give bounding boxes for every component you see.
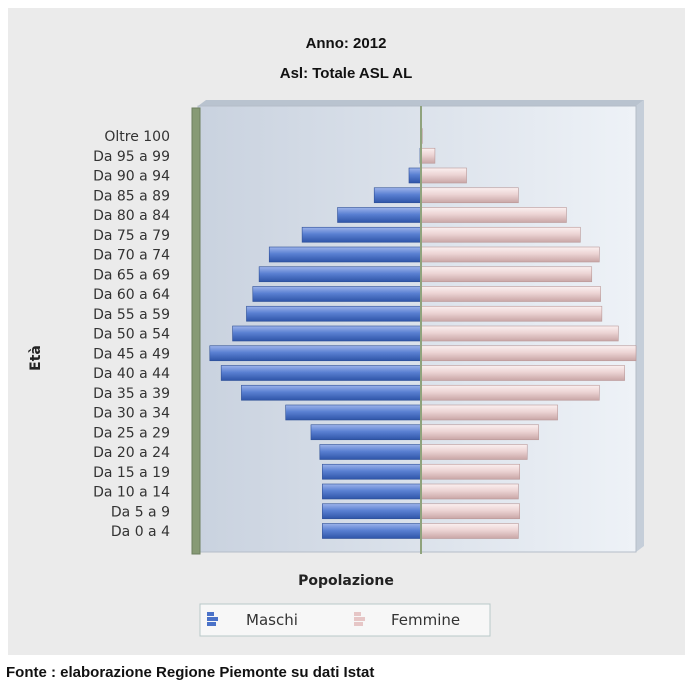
y-tick-label: Da 50 a 54 — [93, 327, 170, 343]
y-tick-label: Da 15 a 19 — [93, 465, 170, 481]
y-tick-label: Da 95 a 99 — [93, 149, 170, 165]
y-axis-title: Età — [28, 345, 44, 371]
x-axis-title: Popolazione — [298, 573, 394, 589]
bar-maschi-da-10-a-14 — [322, 483, 422, 500]
legend-maschi-icon — [207, 612, 218, 626]
y-tick-label: Da 70 a 74 — [93, 248, 170, 264]
bar-femmine-da-20-a-24 — [420, 444, 528, 460]
plot-left-wall — [191, 107, 201, 555]
bar-femmine-da-5-a-9 — [420, 503, 520, 520]
y-tick-labels: Da 0 a 4 Da 5 a 9 Da 10 a 14 Da 15 a 19 Da 2… — [93, 129, 170, 540]
y-tick-label: Da 30 a 34 — [93, 406, 170, 422]
bar-maschi-da-0-a-4 — [322, 523, 422, 539]
y-tick-label: Da 25 a 29 — [93, 425, 170, 441]
plot-top-edge — [198, 100, 644, 106]
bar-maschi-da-70-a-74 — [268, 246, 422, 263]
bar-maschi-da-20-a-24 — [319, 444, 422, 460]
bar-maschi-da-85-a-89 — [373, 187, 422, 204]
y-tick-label: Da 20 a 24 — [93, 445, 170, 461]
bar-maschi-da-50-a-54 — [232, 325, 422, 342]
legend-box — [199, 603, 491, 637]
bar-femmine-da-95-a-99 — [420, 147, 436, 164]
bar-maschi-da-80-a-84 — [337, 207, 422, 223]
legend-femmine-label: Femmine — [391, 611, 460, 629]
bar-femmine-da-80-a-84 — [420, 207, 567, 223]
bars-group — [209, 128, 637, 539]
y-tick-label: Da 55 a 59 — [93, 307, 170, 323]
bar-femmine-da-85-a-89 — [420, 187, 519, 204]
population-pyramid-chart: Anno: 2012 Asl: Totale ASL AL Da 0 a 4Da… — [28, 35, 644, 637]
bar-maschi-da-60-a-64 — [252, 286, 422, 302]
bar-femmine-da-25-a-29 — [420, 424, 539, 441]
bar-femmine-da-10-a-14 — [420, 483, 519, 500]
source-note: Fonte : elaborazione Regione Piemonte su… — [6, 664, 375, 681]
y-tick-label: Da 10 a 14 — [93, 485, 170, 501]
y-tick-label: Da 40 a 44 — [93, 366, 170, 382]
chart-title: Anno: 2012 — [306, 35, 387, 52]
bar-femmine-da-15-a-19 — [420, 463, 520, 480]
y-tick-label: Da 65 a 69 — [93, 267, 170, 283]
bar-femmine-da-30-a-34 — [420, 404, 558, 421]
y-tick-label: Da 60 a 64 — [93, 287, 170, 303]
bar-femmine-da-50-a-54 — [420, 325, 619, 342]
y-tick-label: Da 35 a 39 — [93, 386, 170, 402]
y-tick-label: Da 90 a 94 — [93, 169, 170, 185]
bar-femmine-da-60-a-64 — [420, 286, 601, 302]
y-tick-label: Oltre 100 — [104, 129, 170, 145]
bar-maschi-da-45-a-49 — [209, 345, 422, 362]
bar-femmine-da-35-a-39 — [420, 384, 600, 401]
bar-maschi-da-65-a-69 — [258, 266, 422, 283]
bar-maschi-da-55-a-59 — [246, 305, 422, 322]
bar-maschi-da-35-a-39 — [241, 384, 422, 401]
bar-maschi-da-30-a-34 — [285, 404, 422, 421]
bar-femmine-da-40-a-44 — [420, 365, 625, 381]
y-tick-label: Da 75 a 79 — [93, 228, 170, 244]
bar-femmine-da-70-a-74 — [420, 246, 600, 263]
bar-maschi-da-90-a-94 — [408, 167, 422, 184]
legend-maschi-label: Maschi — [246, 611, 298, 629]
y-tick-label: Da 45 a 49 — [93, 346, 170, 362]
y-tick-label: Da 5 a 9 — [111, 504, 170, 520]
bar-maschi-da-15-a-19 — [322, 463, 422, 480]
bar-maschi-da-25-a-29 — [310, 424, 422, 441]
bar-femmine-da-0-a-4 — [420, 523, 519, 539]
y-tick-label: Da 0 a 4 — [111, 524, 170, 540]
legend-femmine-icon — [354, 612, 365, 626]
bar-femmine-da-45-a-49 — [420, 345, 637, 362]
legend: Maschi Femmine — [199, 603, 491, 637]
bar-maschi-da-75-a-79 — [301, 226, 422, 243]
bar-maschi-da-40-a-44 — [220, 365, 422, 381]
bar-maschi-da-5-a-9 — [322, 503, 422, 520]
bar-femmine-da-55-a-59 — [420, 305, 603, 322]
y-tick-label: Da 80 a 84 — [93, 208, 170, 224]
chart-subtitle: Asl: Totale ASL AL — [280, 65, 413, 82]
plot-right-edge — [636, 100, 644, 552]
bar-femmine-da-75-a-79 — [420, 226, 581, 243]
bar-femmine-da-65-a-69 — [420, 266, 593, 283]
y-tick-label: Da 85 a 89 — [93, 188, 170, 204]
bar-femmine-da-90-a-94 — [420, 167, 467, 184]
